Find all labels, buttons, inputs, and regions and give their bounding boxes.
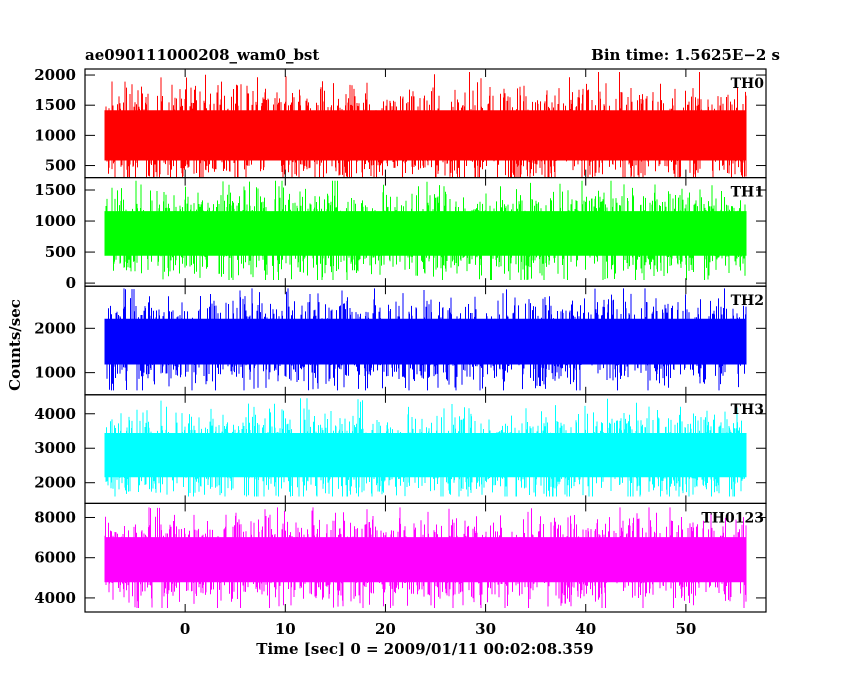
y-tick-label: 500 bbox=[45, 157, 76, 175]
series-trace-th2 bbox=[104, 288, 747, 391]
x-tick-label: 30 bbox=[475, 620, 496, 638]
y-tick-label: 1500 bbox=[34, 181, 76, 199]
panel-label-th0: TH0 bbox=[731, 76, 765, 92]
y-tick-label: 1000 bbox=[34, 126, 76, 144]
panel-label-th3: TH3 bbox=[731, 402, 764, 418]
y-tick-label: 8000 bbox=[34, 508, 76, 526]
x-tick-label: 50 bbox=[675, 620, 696, 638]
series-trace-th0 bbox=[104, 72, 747, 178]
panel-label-th1: TH1 bbox=[731, 185, 764, 201]
y-axis-label: Counts/sec bbox=[6, 299, 24, 391]
x-tick-label: 10 bbox=[275, 620, 296, 638]
y-tick-label: 1500 bbox=[34, 96, 76, 114]
y-tick-label: 1000 bbox=[34, 364, 76, 382]
x-tick-label: 20 bbox=[375, 620, 396, 638]
y-tick-label: 6000 bbox=[34, 549, 76, 567]
x-axis-label: Time [sec] 0 = 2009/01/11 00:02:08.359 bbox=[256, 640, 593, 658]
y-tick-label: 2000 bbox=[34, 474, 76, 492]
y-tick-label: 3000 bbox=[34, 439, 76, 457]
y-tick-label: 4000 bbox=[34, 405, 76, 423]
chart-title: ae090111000208_wam0_bst bbox=[85, 46, 319, 64]
y-tick-label: 0 bbox=[66, 274, 76, 292]
x-tick-label: 40 bbox=[575, 620, 596, 638]
series-trace-th0123 bbox=[104, 507, 747, 608]
y-tick-label: 500 bbox=[45, 243, 76, 261]
chart-subtitle: Bin time: 1.5625E−2 s bbox=[591, 46, 780, 64]
series-trace-th3 bbox=[104, 398, 747, 497]
panel-label-th0123: TH0123 bbox=[701, 510, 764, 526]
series-trace-th1 bbox=[104, 180, 747, 280]
x-tick-label: 0 bbox=[180, 620, 190, 638]
y-tick-label: 2000 bbox=[34, 66, 76, 84]
y-tick-label: 2000 bbox=[34, 319, 76, 337]
panel-label-th2: TH2 bbox=[731, 293, 764, 309]
y-tick-label: 4000 bbox=[34, 589, 76, 607]
y-tick-label: 1000 bbox=[34, 212, 76, 230]
